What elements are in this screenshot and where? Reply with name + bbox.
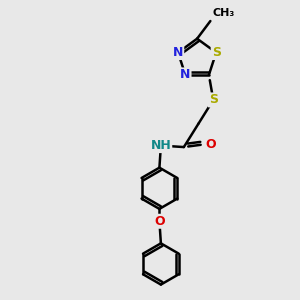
Text: S: S [209, 93, 218, 106]
Text: NH: NH [151, 139, 171, 152]
Text: N: N [173, 46, 183, 59]
Text: S: S [212, 46, 221, 59]
Text: N: N [180, 68, 190, 81]
Text: O: O [154, 215, 165, 228]
Text: CH₃: CH₃ [213, 8, 235, 18]
Text: O: O [205, 138, 216, 151]
